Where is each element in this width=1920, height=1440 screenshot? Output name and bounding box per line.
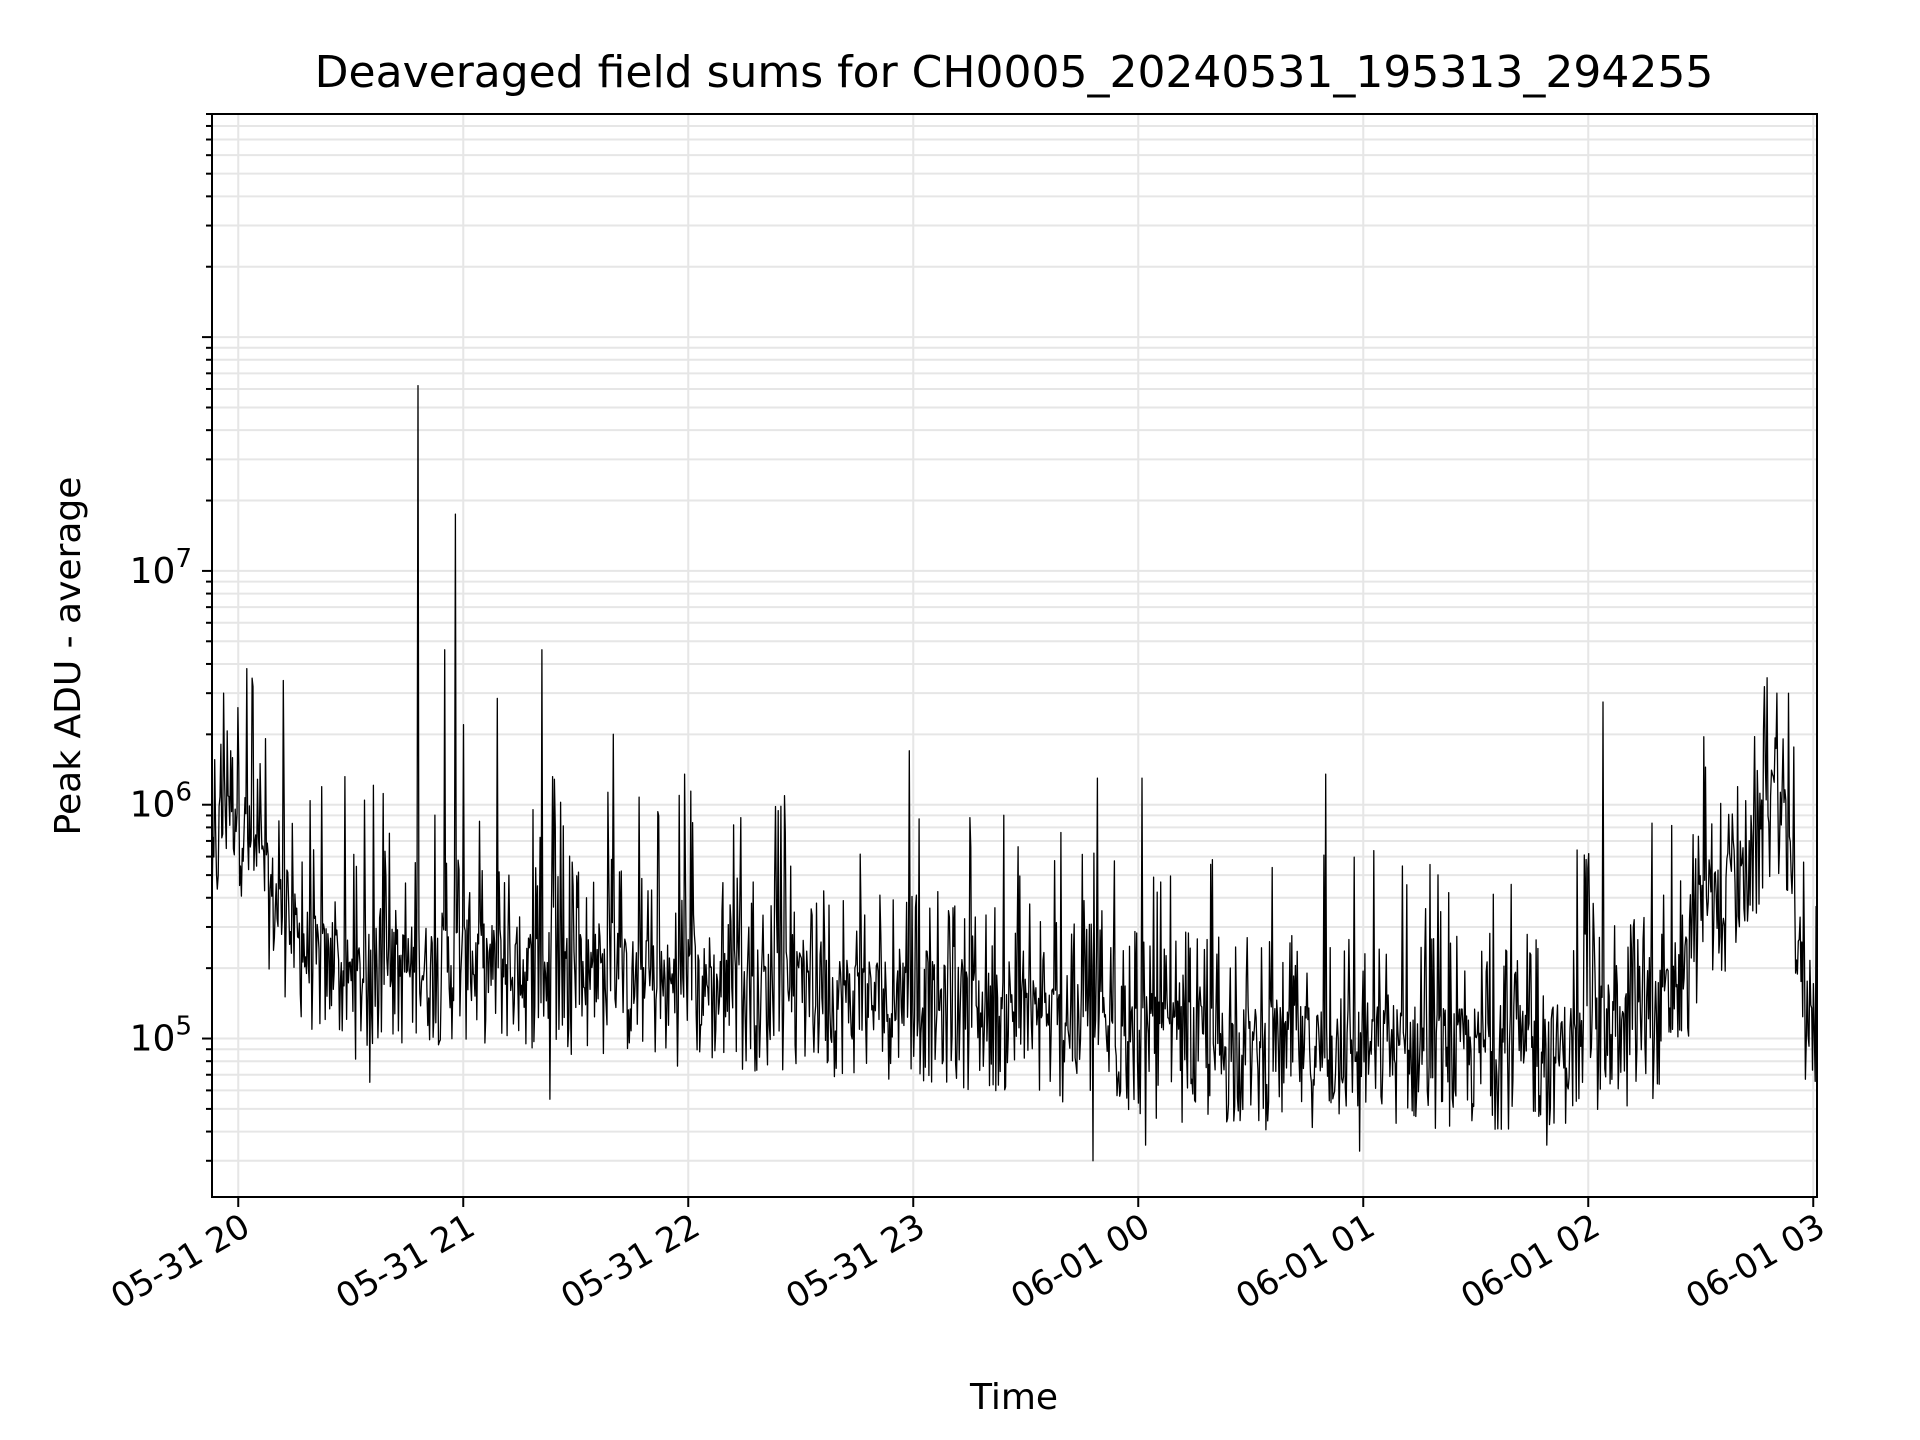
y-tick-label-base: 10 [130, 785, 176, 826]
y-tick-label: 107 [130, 544, 192, 592]
y-tick-label-base: 10 [130, 551, 176, 592]
y-tick-label: 106 [130, 778, 192, 826]
y-tick-label: 105 [130, 1012, 192, 1060]
y-tick-label-exponent: 6 [175, 778, 192, 808]
y-tick-label-exponent: 7 [175, 544, 192, 574]
y-tick-label-exponent: 5 [175, 1012, 192, 1042]
y-tick-label-base: 10 [130, 1019, 176, 1060]
chart-title: Deaveraged field sums for CH0005_2024053… [315, 47, 1714, 98]
y-axis-label: Peak ADU - average [48, 477, 89, 836]
series-line [211, 384, 1818, 1162]
x-axis-label: Time [969, 1377, 1058, 1418]
plot-frame [211, 113, 1818, 1198]
plot-data [211, 384, 1818, 1162]
